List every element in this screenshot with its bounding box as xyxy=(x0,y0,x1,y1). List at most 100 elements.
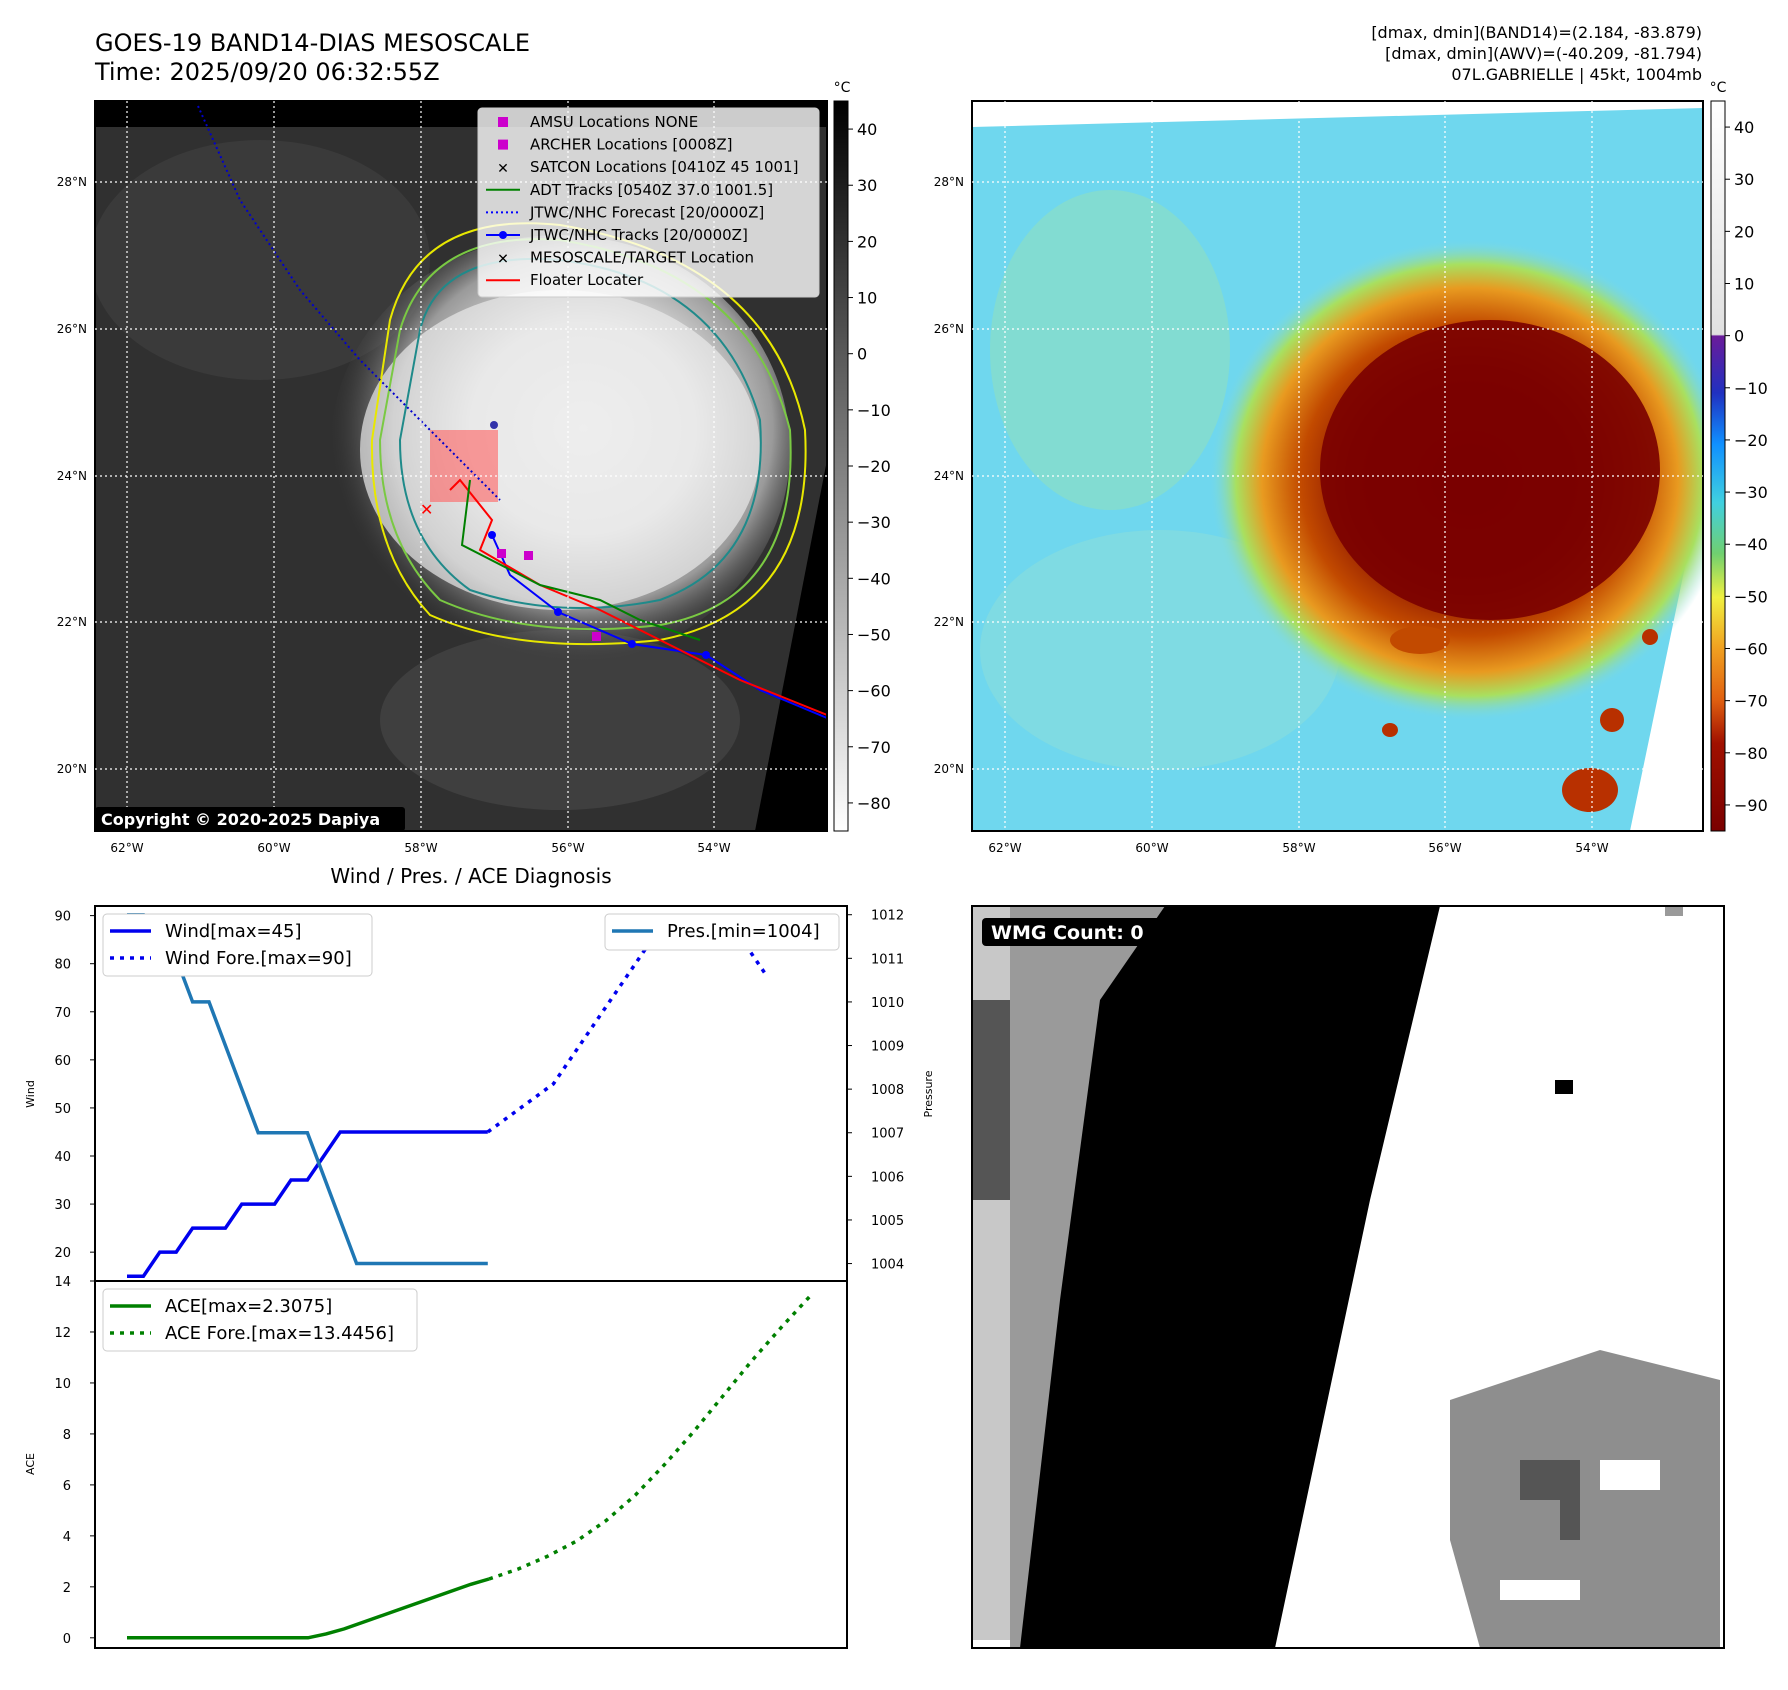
awv-map-frame xyxy=(971,100,1704,832)
ir-colorbar-unit: °C xyxy=(834,80,851,96)
legend-item: ✕ MESOSCALE/TARGET Location xyxy=(497,249,754,268)
colorbar-tick-label: 40 xyxy=(1734,118,1754,137)
colorbar-tick-label: −80 xyxy=(857,794,891,813)
legend-label: SATCON Locations [0410Z 45 1001] xyxy=(530,158,798,176)
wmg-count-label: WMG Count: 0 xyxy=(991,922,1144,944)
axis-tick-label: 1010 xyxy=(871,996,904,1011)
legend-item: AMSU Locations NONE xyxy=(498,113,698,131)
colorbar-tick-label: −80 xyxy=(1734,744,1768,763)
ace-legend: ACE[max=2.3075] ACE Fore.[max=13.4456] xyxy=(102,1288,418,1352)
ace-series-line xyxy=(127,1577,490,1640)
colorbar-tick-label: −60 xyxy=(1734,640,1768,659)
legend-item: ADT Tracks [0540Z 37.0 1001.5] xyxy=(486,181,773,199)
axis-tick-label: 1009 xyxy=(871,1040,904,1055)
colorbar-tick-label: −50 xyxy=(1734,587,1768,606)
awv-lat-labels: 28°N 26°N 24°N 22°N 20°N xyxy=(934,175,964,776)
colorbar-tick-label: 10 xyxy=(857,289,877,308)
axis-tick-label: 30 xyxy=(54,1198,71,1213)
pressure-axis-label: Pressure xyxy=(922,1070,935,1117)
colorbar-tick-label: 0 xyxy=(857,345,867,364)
legend-ace-label: ACE[max=2.3075] xyxy=(165,1296,332,1317)
axis-tick-label: 2 xyxy=(63,1581,71,1596)
pressure-legend: Pres.[min=1004] xyxy=(604,913,840,951)
legend-label: ADT Tracks [0540Z 37.0 1001.5] xyxy=(530,181,773,199)
wmg-count-box xyxy=(982,918,1164,946)
colorbar-tick-label: 10 xyxy=(1734,275,1754,294)
diagnosis-title: Wind / Pres. / ACE Diagnosis xyxy=(330,864,611,888)
awv-lon-labels: 62°W 60°W 58°W 56°W 54°W xyxy=(988,841,1608,855)
ace-axis-ticks: 0 2 4 6 8 10 12 14 xyxy=(54,1275,95,1647)
ir-map-frame xyxy=(94,100,828,832)
colorbar-tick-label: 30 xyxy=(1734,170,1754,189)
axis-tick-label: 4 xyxy=(63,1530,71,1545)
wind-axis-ticks: 20 30 40 50 60 70 80 90 xyxy=(54,910,95,1261)
legend-label: AMSU Locations NONE xyxy=(530,113,698,131)
axis-tick-label: 20 xyxy=(54,1246,71,1261)
info-line-2: [dmax, dmin](AWV)=(-40.209, -81.794) xyxy=(1385,44,1702,63)
pressure-series-line xyxy=(127,912,488,1266)
legend-item: JTWC/NHC Forecast [20/0000Z] xyxy=(486,203,764,221)
axis-tick-label: 1012 xyxy=(871,909,904,924)
info-line-3: 07L.GABRIELLE | 45kt, 1004mb xyxy=(1451,65,1702,84)
wind-series-line xyxy=(127,1130,488,1278)
ace-panel: 0 2 4 6 8 10 12 14 ACE ACE[max=2.3075] ACE Fore… xyxy=(24,1275,848,1649)
colorbar-tick-label: −30 xyxy=(1734,483,1768,502)
axis-tick-label: 1007 xyxy=(871,1127,904,1142)
legend-label: MESOSCALE/TARGET Location xyxy=(530,249,754,267)
legend-label: JTWC/NHC Forecast [20/0000Z] xyxy=(529,203,764,221)
legend-item: ARCHER Locations [0008Z] xyxy=(498,136,733,154)
wind-legend: Wind[max=45] Wind Fore.[max=90] xyxy=(102,913,373,977)
longitude-label: 62°W xyxy=(988,841,1021,855)
pressure-axis-ticks: 1004 1005 1006 1007 1008 1009 1010 1011 1012 xyxy=(847,909,904,1273)
colorbar-tick-label: 20 xyxy=(857,232,877,251)
colorbar-tick-label: −40 xyxy=(857,569,891,588)
legend-item: Floater Locater xyxy=(486,271,644,289)
longitude-label: 56°W xyxy=(551,841,584,855)
legend-item: ✕ SATCON Locations [0410Z 45 1001] xyxy=(497,158,798,177)
longitude-label: 54°W xyxy=(1575,841,1608,855)
axis-tick-label: 12 xyxy=(54,1326,71,1341)
colorbar-tick-label: −40 xyxy=(1734,535,1768,554)
latitude-label: 20°N xyxy=(57,762,87,776)
axis-tick-label: 60 xyxy=(54,1054,71,1069)
latitude-label: 26°N xyxy=(57,322,87,336)
latitude-label: 22°N xyxy=(57,615,87,629)
axis-tick-label: 14 xyxy=(54,1275,71,1290)
colorbar-tick-label: −50 xyxy=(857,625,891,644)
legend-marker: ✕ xyxy=(497,161,509,177)
longitude-label: 54°W xyxy=(697,841,730,855)
colorbar-tick-label: −70 xyxy=(857,738,891,757)
legend-marker: ✕ xyxy=(497,252,509,268)
awv-map-gridlines xyxy=(972,101,1703,831)
legend-label: Floater Locater xyxy=(530,271,644,289)
colorbar-tick-label: 30 xyxy=(857,176,877,195)
axis-tick-label: 1005 xyxy=(871,1214,904,1229)
legend-marker xyxy=(498,117,508,127)
axis-tick-label: 0 xyxy=(63,1632,71,1647)
axis-tick-label: 6 xyxy=(63,1479,71,1494)
awv-map-panel: 28°N 26°N 24°N 22°N 20°N 62°W 60°W 58°W 56°W 54°… xyxy=(934,100,1704,855)
axis-tick-label: 50 xyxy=(54,1102,71,1117)
ir-lat-labels: 28°N 26°N 24°N 22°N 20°N xyxy=(57,175,87,776)
info-line-1: [dmax, dmin](BAND14)=(2.184, -83.879) xyxy=(1371,23,1702,42)
colorbar-tick-label: −90 xyxy=(1734,796,1768,815)
copyright-box xyxy=(95,807,405,831)
legend-label: ARCHER Locations [0008Z] xyxy=(530,136,733,154)
awv-colorbar: °C 40 30 20 10 0 −10 −20 −30 −40 −50 −60 −70 −80 −90 xyxy=(1710,80,1768,832)
legend-pres-label: Pres.[min=1004] xyxy=(667,921,820,942)
axis-tick-label: 80 xyxy=(54,958,71,973)
wmg-panel: WMG Count: 0 xyxy=(971,905,1725,1649)
legend-item: JTWC/NHC Tracks [20/0000Z] xyxy=(486,226,748,244)
latitude-label: 24°N xyxy=(934,469,964,483)
axis-tick-label: 40 xyxy=(54,1150,71,1165)
colorbar-tick-label: −70 xyxy=(1734,692,1768,711)
longitude-label: 60°W xyxy=(257,841,290,855)
ir-map-legend: AMSU Locations NONE ARCHER Locations [000… xyxy=(477,107,820,298)
axis-tick-label: 10 xyxy=(54,1377,71,1392)
legend-label: JTWC/NHC Tracks [20/0000Z] xyxy=(529,226,748,244)
ir-colorbar: °C 40 30 20 10 0 −10 −20 −30 −40 −50 −60 −70 −80 xyxy=(833,80,891,832)
legend-marker xyxy=(498,139,508,150)
colorbar-tick-label: 40 xyxy=(857,120,877,139)
